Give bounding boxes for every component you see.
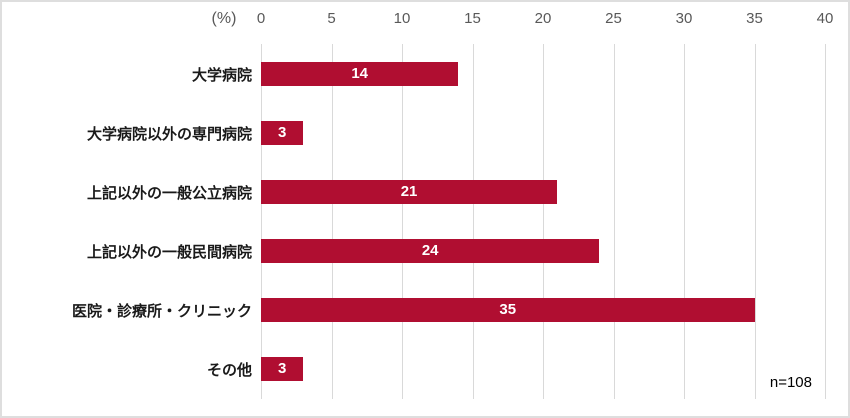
category-label: 大学病院 (191, 66, 252, 84)
bar-value-label: 3 (277, 123, 287, 141)
gridline (261, 44, 262, 399)
x-axis-tick-label: 0 (256, 10, 266, 27)
bar-value-label: 21 (400, 182, 418, 200)
gridline (543, 44, 544, 399)
gridline (331, 44, 333, 399)
x-axis-tick-label: 30 (675, 10, 693, 27)
axis-unit-label: (%) (211, 10, 237, 27)
bar: 3 (261, 120, 304, 145)
gridline (613, 44, 615, 399)
bar: 3 (261, 357, 304, 382)
category-label: 上記以外の一般民間病院 (86, 244, 252, 262)
x-axis-tick-label: 15 (464, 10, 481, 27)
category-label: 大学病院以外の専門病院 (86, 125, 252, 143)
x-axis-tick-label: 40 (816, 10, 834, 27)
gridline (754, 44, 756, 399)
bar: 21 (261, 179, 558, 204)
gridline (472, 44, 474, 399)
plot-area: 14 3 21 24 35 3 (261, 44, 826, 399)
category-label: 医院・診療所・クリニック (71, 303, 252, 321)
x-axis-tick-label: 35 (746, 10, 763, 27)
bar-value-label: 14 (351, 64, 369, 82)
gridline (825, 44, 826, 399)
bar-value-label: 3 (277, 360, 287, 378)
x-axis-tick-label: 20 (534, 10, 552, 27)
category-label: その他 (206, 362, 252, 380)
sample-size-label: n=108 (769, 374, 812, 391)
x-axis-tick-label: 5 (327, 10, 336, 27)
bar: 24 (261, 239, 600, 264)
x-axis-tick-label: 10 (393, 10, 411, 27)
gridline (684, 44, 685, 399)
bar: 35 (261, 298, 755, 323)
x-axis-tick-label: 25 (605, 10, 622, 27)
bar-value-label: 24 (421, 242, 439, 260)
category-label: 上記以外の一般公立病院 (86, 184, 252, 202)
bar-value-label: 35 (499, 301, 517, 319)
gridline (402, 44, 403, 399)
bar: 14 (261, 61, 459, 86)
